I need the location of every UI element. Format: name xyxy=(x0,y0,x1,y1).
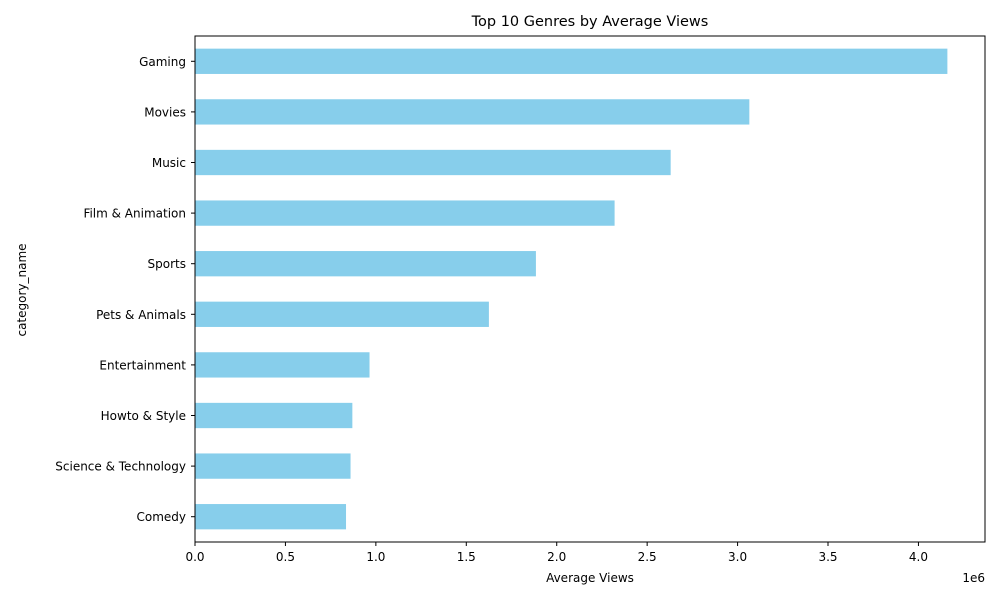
bar-music xyxy=(195,149,671,176)
y-tick-label: Comedy xyxy=(136,510,186,524)
y-tick-label: Sports xyxy=(148,257,186,271)
y-tick-label: Music xyxy=(152,156,186,170)
x-tick-label: 2.5 xyxy=(638,550,657,564)
x-axis-label: Average Views xyxy=(546,571,634,585)
bar-gaming xyxy=(195,48,948,74)
y-tick-label: Howto & Style xyxy=(101,409,186,423)
bars-group xyxy=(195,48,948,530)
y-ticks-group: Gaming Movies Music Film & Animation Sports P… xyxy=(55,55,195,524)
y-tick-label: Gaming xyxy=(139,55,186,69)
axes-frame xyxy=(194,35,986,543)
y-axis-label: category_name xyxy=(15,243,29,336)
bar-film-animation xyxy=(195,200,615,226)
x-offset-text: 1e6 xyxy=(962,571,985,585)
bar-comedy xyxy=(195,504,347,530)
bar-howto-style xyxy=(195,402,353,429)
x-tick-label: 2.0 xyxy=(547,550,566,564)
y-tick-label: Entertainment xyxy=(99,358,186,372)
x-tick-label: 1.5 xyxy=(457,550,476,564)
y-tick-label: Pets & Animals xyxy=(96,308,186,322)
x-tick-label: 4.0 xyxy=(909,550,928,564)
y-tick-label: Film & Animation xyxy=(83,207,186,221)
x-tick-label: 0.5 xyxy=(276,550,295,564)
bar-pets-animals xyxy=(195,301,489,327)
y-tick-label: Science & Technology xyxy=(55,460,186,474)
bar-entertainment xyxy=(195,352,370,378)
bar-science-technology xyxy=(195,453,351,479)
bar-movies xyxy=(195,99,750,125)
chart-title: Top 10 Genres by Average Views xyxy=(471,14,709,30)
x-tick-label: 3.5 xyxy=(818,550,837,564)
x-ticks-group: 0.0 0.5 1.0 1.5 2.0 2.5 3.0 3.5 4.0 xyxy=(185,542,928,564)
y-tick-label: Movies xyxy=(144,105,186,119)
bar-sports xyxy=(195,251,536,277)
x-tick-label: 3.0 xyxy=(728,550,747,564)
x-tick-label: 0.0 xyxy=(185,550,204,564)
x-tick-label: 1.0 xyxy=(366,550,385,564)
